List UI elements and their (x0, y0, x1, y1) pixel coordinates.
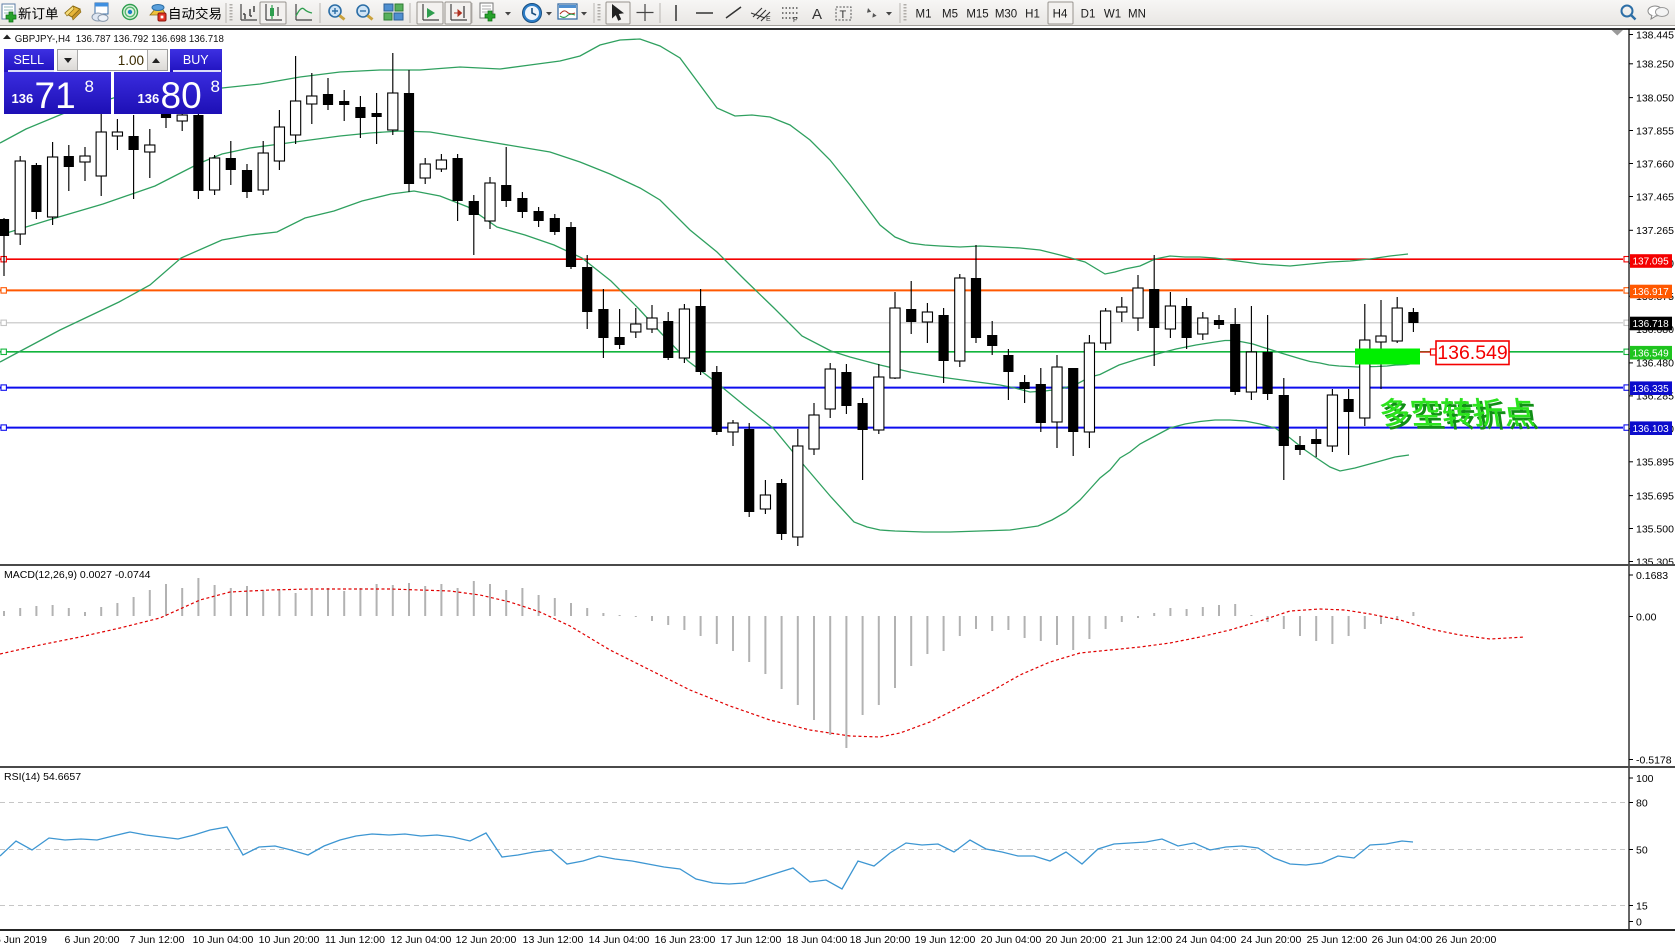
svg-text:135.895: 135.895 (1636, 457, 1674, 469)
svg-text:137.855: 137.855 (1636, 125, 1674, 137)
svg-text:25 Jun 12:00: 25 Jun 12:00 (1307, 934, 1368, 946)
svg-text:6 Jun 20:00: 6 Jun 20:00 (65, 934, 120, 946)
svg-text:136.103: 136.103 (1633, 424, 1670, 435)
svg-text:W1: W1 (1104, 9, 1121, 21)
svg-text:138.445: 138.445 (1636, 29, 1674, 41)
svg-text:138.250: 138.250 (1636, 59, 1674, 71)
svg-text:50: 50 (1636, 844, 1648, 856)
svg-text:14 Jun 04:00: 14 Jun 04:00 (589, 934, 650, 946)
svg-text:26 Jun 20:00: 26 Jun 20:00 (1436, 934, 1497, 946)
svg-text:7 Jun 12:00: 7 Jun 12:00 (130, 934, 185, 946)
svg-text:10 Jun 20:00: 10 Jun 20:00 (259, 934, 320, 946)
svg-text:H1: H1 (1025, 9, 1040, 21)
svg-text:16 Jun 23:00: 16 Jun 23:00 (655, 934, 716, 946)
svg-text:21 Jun 12:00: 21 Jun 12:00 (1112, 934, 1173, 946)
svg-text:135.500: 135.500 (1636, 523, 1674, 535)
svg-text:136.480: 136.480 (1636, 358, 1674, 370)
svg-text:137.660: 137.660 (1636, 158, 1674, 170)
svg-text:M5: M5 (942, 9, 958, 21)
svg-text:20 Jun 20:00: 20 Jun 20:00 (1046, 934, 1107, 946)
svg-text:136.549: 136.549 (1437, 342, 1508, 364)
svg-text:M15: M15 (966, 9, 988, 21)
svg-text:0: 0 (1636, 916, 1642, 928)
svg-text:17 Jun 12:00: 17 Jun 12:00 (721, 934, 782, 946)
svg-text:137.465: 137.465 (1636, 191, 1674, 203)
svg-text:26 Jun 04:00: 26 Jun 04:00 (1372, 934, 1433, 946)
svg-text:136.917: 136.917 (1633, 287, 1670, 298)
svg-text:18 Jun 04:00: 18 Jun 04:00 (787, 934, 848, 946)
svg-text:0.1683: 0.1683 (1636, 570, 1668, 582)
svg-text:12 Jun 20:00: 12 Jun 20:00 (456, 934, 517, 946)
svg-text:19 Jun 12:00: 19 Jun 12:00 (915, 934, 976, 946)
svg-text:M1: M1 (916, 9, 932, 21)
svg-text:F: F (793, 17, 797, 24)
svg-text:135.305: 135.305 (1636, 556, 1674, 568)
svg-text:18 Jun 20:00: 18 Jun 20:00 (850, 934, 911, 946)
svg-text:0.00: 0.00 (1636, 611, 1657, 623)
svg-text:12 Jun 04:00: 12 Jun 04:00 (391, 934, 452, 946)
svg-text:10 Jun 04:00: 10 Jun 04:00 (193, 934, 254, 946)
svg-text:136.335: 136.335 (1633, 384, 1670, 395)
svg-text:-0.5178: -0.5178 (1636, 754, 1672, 766)
svg-text:136.549: 136.549 (1633, 348, 1670, 359)
svg-text:D1: D1 (1081, 9, 1096, 21)
svg-text:135.695: 135.695 (1636, 490, 1674, 502)
svg-text:MN: MN (1128, 9, 1146, 21)
svg-text:138.050: 138.050 (1636, 92, 1674, 104)
svg-text:A: A (812, 6, 822, 23)
svg-text:11 Jun 12:00: 11 Jun 12:00 (325, 934, 385, 946)
svg-text:E: E (766, 16, 771, 23)
svg-text:13 Jun 12:00: 13 Jun 12:00 (523, 934, 584, 946)
svg-text:24 Jun 20:00: 24 Jun 20:00 (1241, 934, 1302, 946)
svg-text:80: 80 (1636, 797, 1648, 809)
svg-text:M30: M30 (995, 9, 1017, 21)
svg-text:15: 15 (1636, 900, 1648, 912)
svg-text:100: 100 (1636, 773, 1654, 785)
svg-text:136.718: 136.718 (1633, 319, 1670, 330)
svg-text:137.265: 137.265 (1636, 225, 1674, 237)
svg-text:24 Jun 04:00: 24 Jun 04:00 (1176, 934, 1237, 946)
svg-text:137.095: 137.095 (1633, 257, 1670, 268)
svg-text:H4: H4 (1053, 9, 1068, 21)
svg-text:20 Jun 04:00: 20 Jun 04:00 (981, 934, 1042, 946)
svg-text:T: T (840, 9, 847, 21)
svg-text:6 Jun 2019: 6 Jun 2019 (0, 934, 47, 946)
